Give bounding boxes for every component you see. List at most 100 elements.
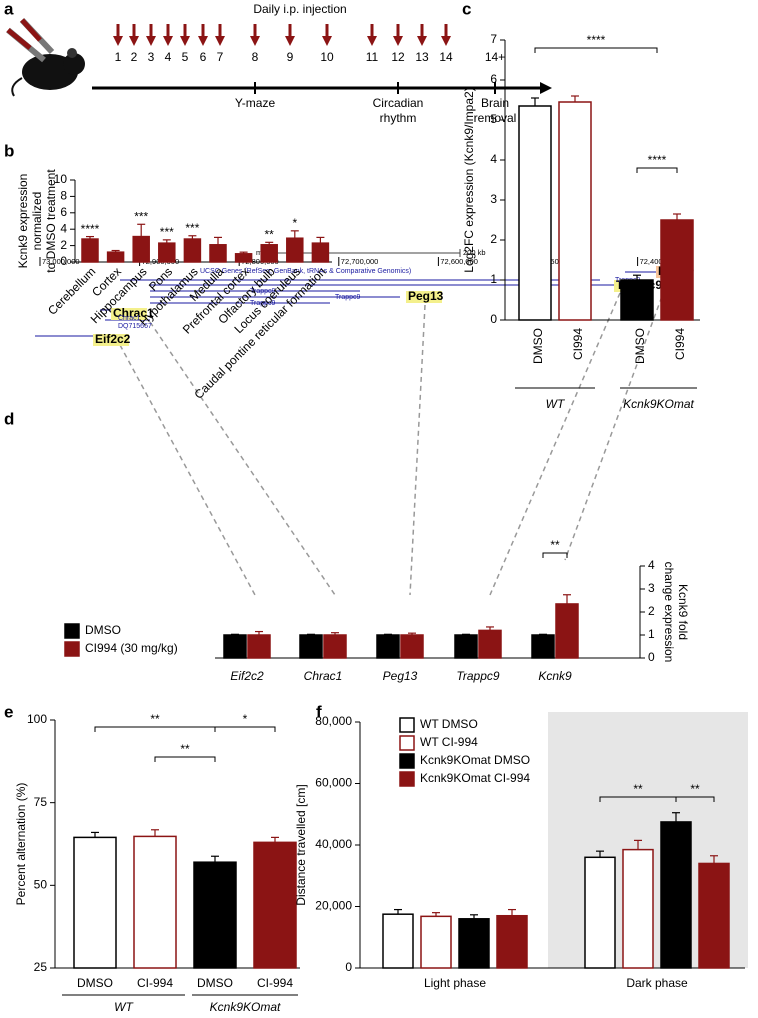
bar [454, 634, 478, 659]
bar [260, 244, 278, 263]
day-label: 8 [252, 50, 259, 64]
significance-bracket [214, 726, 276, 732]
y-tick-label: 8 [60, 189, 67, 203]
y-axis-label: Log2FC expression (Kcnk9/Impa2) [462, 87, 476, 272]
bar [584, 856, 616, 969]
significance: ** [633, 782, 643, 796]
mouse-icon [6, 17, 85, 97]
isoform-label: Trappc9 [250, 288, 276, 295]
bar [193, 861, 237, 969]
gene-arrows [119, 279, 669, 596]
bar [158, 242, 176, 263]
injection-arrowhead [146, 36, 156, 46]
y-tick-label: 50 [34, 878, 48, 892]
significance: *** [160, 225, 174, 239]
bar [209, 244, 227, 263]
group-label: Kcnk9KOmat [623, 397, 694, 411]
legend-swatch [64, 641, 80, 657]
legend-label: Kcnk9KOmat DMSO [420, 753, 530, 767]
y-tick-label: 1 [648, 627, 655, 641]
injection-arrowhead [250, 36, 260, 46]
bar [223, 634, 247, 659]
y-tick-label: 60,000 [315, 776, 352, 790]
significance: *** [185, 221, 199, 235]
legend-swatch [399, 717, 415, 733]
significance: ** [690, 782, 700, 796]
bar [518, 105, 552, 321]
y-tick-label: 2 [60, 238, 67, 252]
x-tick-label: DMSO [197, 976, 233, 990]
bar [558, 101, 592, 321]
y-tick-label: 4 [490, 152, 497, 166]
injection-arrowhead [163, 36, 173, 46]
coordinate: 72,400,000 [640, 257, 678, 266]
day-label: 1 [115, 50, 122, 64]
legend-swatch [64, 623, 80, 639]
day-label: 14+ [485, 50, 505, 64]
injection-arrowhead [180, 36, 190, 46]
bar [458, 918, 490, 969]
injection-arrowhead [367, 36, 377, 46]
y-tick-label: 2 [490, 232, 497, 246]
day-label: 13 [415, 50, 429, 64]
y-tick-label: 0 [345, 960, 352, 974]
bar [496, 914, 528, 969]
x-tick-label: Peg13 [383, 669, 418, 683]
panel-label: c [462, 0, 471, 18]
x-tick-label: CI-994 [137, 976, 173, 990]
injection-arrowhead [113, 36, 123, 46]
y-axis-label: change expression [662, 562, 676, 663]
event-label: rhythm [380, 111, 417, 125]
injection-arrowhead [417, 36, 427, 46]
day-label: 4 [165, 50, 172, 64]
significance-bracket [534, 47, 658, 53]
significance: ** [180, 742, 190, 756]
bar [660, 219, 694, 321]
y-tick-label: 1 [490, 272, 497, 286]
y-tick-label: 100 [27, 712, 47, 726]
injection-arrowhead [285, 36, 295, 46]
x-tick-label: Trappc9 [456, 669, 499, 683]
bar [234, 253, 253, 263]
y-axis-label: Distance travelled [cm] [294, 784, 308, 905]
day-label: 12 [391, 50, 405, 64]
day-label: 3 [148, 50, 155, 64]
coordinate: 72,800,000 [241, 257, 279, 266]
x-tick-label: CI994 [673, 328, 687, 360]
injection-arrowhead [215, 36, 225, 46]
day-label: 6 [200, 50, 207, 64]
injection-arrowhead [441, 36, 451, 46]
bar [400, 634, 424, 659]
day-label: 11 [366, 50, 379, 64]
y-axis-label: Kcnk9 fold [676, 584, 690, 640]
x-tick-label: Eif2c2 [230, 669, 264, 683]
y-tick-label: 0 [648, 650, 655, 664]
gene-highlight [111, 308, 147, 320]
bar [133, 835, 177, 969]
bar [698, 862, 730, 969]
bar [382, 913, 414, 969]
legend-label: WT DMSO [420, 717, 478, 731]
bar [311, 242, 330, 263]
group-label: WT [546, 397, 566, 411]
y-axis-label: normalized [30, 192, 44, 251]
isoform-label: Chrac1 [118, 315, 141, 322]
coordinate: 72,700,000 [341, 257, 379, 266]
injection-arrowhead [393, 36, 403, 46]
bar [132, 235, 150, 263]
y-tick-label: 0 [60, 254, 67, 268]
group-label: WT [114, 1000, 134, 1014]
track-title: UCSC Genes (RefSeq, GenBank, tRNAs & Com… [200, 268, 411, 275]
y-tick-label: 80,000 [315, 714, 352, 728]
bar [81, 238, 99, 263]
day-label: 5 [182, 50, 189, 64]
y-axis-label: Kcnk9 expression [16, 174, 30, 269]
x-tick-label: CI994 [571, 328, 585, 360]
y-tick-label: 3 [648, 581, 655, 595]
bar [555, 603, 579, 659]
significance: **** [81, 222, 100, 236]
x-tick-label: Light phase [424, 976, 486, 990]
injection-arrowhead [198, 36, 208, 46]
gene-highlight [93, 334, 129, 346]
timeline-arrowhead [540, 82, 552, 94]
